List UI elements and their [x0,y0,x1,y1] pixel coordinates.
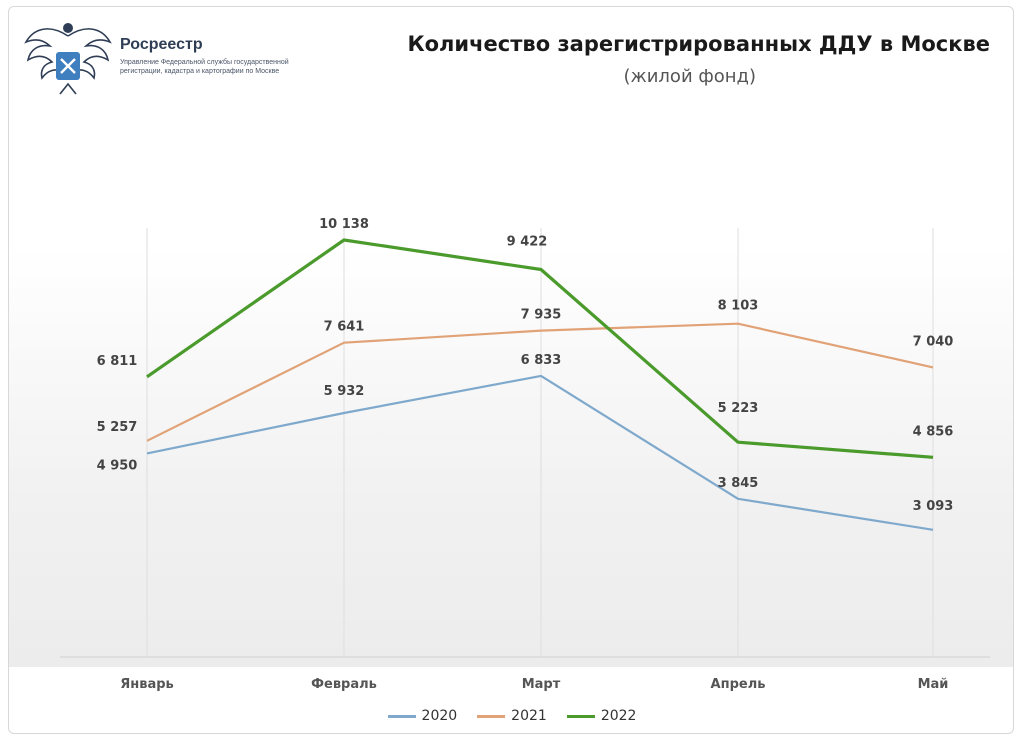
data-label-2020: 5 932 [324,384,365,399]
data-label-2022: 9 422 [507,234,548,249]
data-label-2022: 6 811 [97,354,138,369]
x-tick-label: Февраль [311,677,377,692]
legend: 2020 2021 2022 [0,708,1024,724]
data-label-2022: 5 223 [718,401,759,416]
series-line-2022 [146,238,934,459]
data-label-2021: 7 040 [913,334,954,349]
series-line-2020 [146,374,934,531]
legend-item-2022: 2022 [566,708,637,724]
data-label-2020: 3 845 [718,476,759,491]
data-label-2020: 3 093 [913,499,954,514]
data-label-2022: 10 138 [319,217,369,232]
x-tick-label: Апрель [711,677,766,692]
plot-background [9,247,1013,667]
legend-swatch [387,714,416,718]
org-name: Росреестр [120,36,203,53]
legend-label: 2020 [421,708,458,724]
data-label-2021: 7 641 [324,320,365,335]
data-label-2022: 4 856 [913,424,954,439]
data-label-2020: 6 833 [521,353,562,368]
legend-item-2020: 2020 [387,708,458,724]
data-label-2021: 5 257 [97,420,138,435]
x-tick-label: Январь [120,677,174,692]
org-subtitle: Управление Федеральной службы государств… [120,59,289,75]
legend-label: 2021 [511,708,547,724]
data-label-2021: 8 103 [718,299,759,314]
chart-title: Количество зарегистрированных ДДУ в Моск… [407,32,990,56]
data-label-2020: 4 950 [97,458,138,473]
chart-frame [8,6,1014,734]
legend-swatch [477,714,506,718]
legend-item-2021: 2021 [477,708,547,724]
data-label-2021: 7 935 [521,308,562,323]
rosreestr-eagle-logo-icon [24,23,112,95]
legend-swatch [566,714,595,718]
series-line-2021 [146,322,934,442]
x-tick-label: Март [522,677,561,692]
x-tick-label: Май [918,677,949,692]
legend-label: 2022 [600,708,637,724]
chart-subtitle: (жилой фонд) [623,66,756,87]
